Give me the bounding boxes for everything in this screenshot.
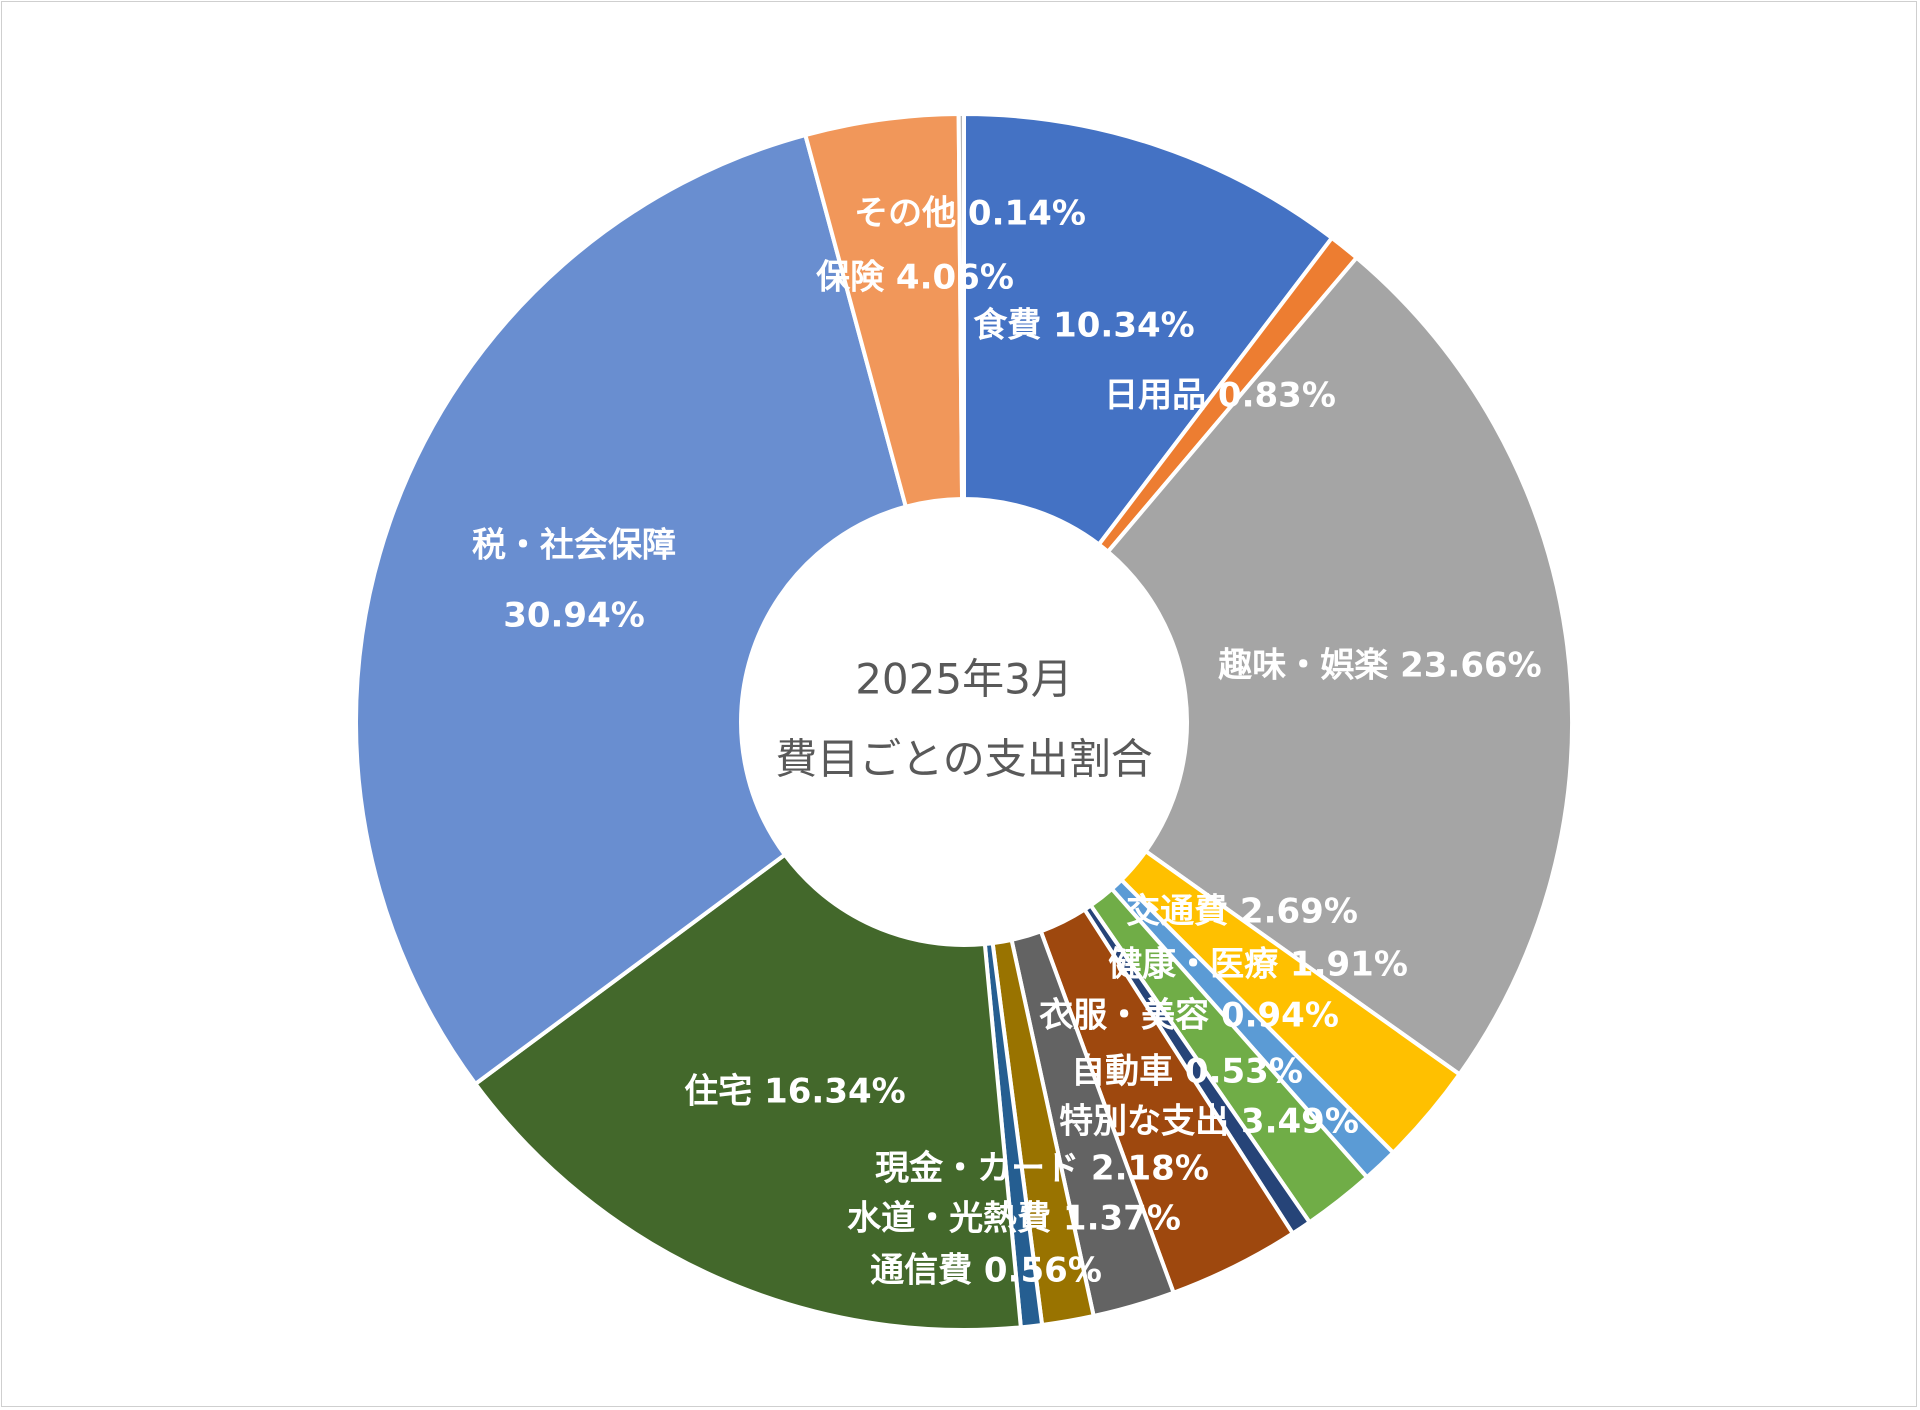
center-title-line2: 費目ごとの支出割合 [775, 735, 1153, 784]
slice-label-4: 交通費 2.69% [1126, 892, 1358, 932]
slice-label-2: 日用品 0.83% [1104, 376, 1336, 416]
labels-layer: 食費 10.34% 日用品 0.83% 趣味・娯楽 23.66% 交通費 2.69% 健… [472, 194, 1542, 1291]
donut-hole [741, 499, 1187, 945]
slice-label-14: 保険 4.06% [816, 258, 1014, 298]
slice-label-7: 自動車 0.53% [1071, 1052, 1303, 1092]
slice-label-10: 水道・光熱費 1.37% [847, 1199, 1181, 1239]
slice-label-1: 食費 10.34% [973, 306, 1194, 346]
center-title-line1: 2025年3月 [855, 655, 1073, 704]
slice-label-6: 衣服・美容 0.94% [1039, 996, 1339, 1036]
slices-layer [354, 112, 1574, 1332]
slice-label-8: 特別な支出 3.49% [1059, 1102, 1359, 1142]
slice-label-13-line-1: 税・社会保障 [472, 526, 676, 566]
slice-label-5: 健康・医療 1.91% [1108, 945, 1408, 985]
slice-label-13-line-2: 30.94% [503, 596, 645, 636]
slice-label-9: 現金・カード 2.18% [875, 1149, 1209, 1189]
slice-label-15: その他 0.14% [854, 194, 1086, 234]
slice-label-3: 趣味・娯楽 23.66% [1218, 646, 1541, 686]
slice-label-12: 住宅 16.34% [684, 1072, 905, 1112]
slice-label-11: 通信費 0.56% [870, 1251, 1102, 1291]
